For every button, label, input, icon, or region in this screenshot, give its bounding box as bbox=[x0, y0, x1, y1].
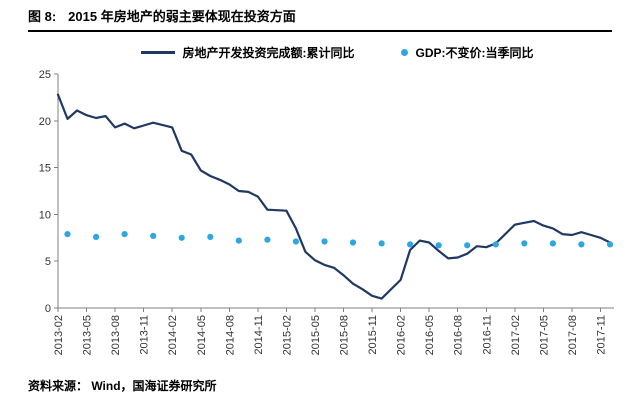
svg-text:2016-05: 2016-05 bbox=[424, 315, 436, 355]
source-note: 资料来源： Wind，国海证券研究所 bbox=[28, 379, 217, 393]
svg-text:2013-05: 2013-05 bbox=[82, 315, 94, 355]
svg-text:25: 25 bbox=[39, 69, 51, 81]
chart-area: 房地产开发投资完成额:累计同比 GDP:不变价:当季同比 0 5 10 15 20 25 2… bbox=[22, 40, 618, 375]
svg-text:2017-11: 2017-11 bbox=[596, 315, 608, 355]
svg-text:2015-11: 2015-11 bbox=[367, 315, 379, 355]
svg-text:2015-02: 2015-02 bbox=[281, 315, 293, 355]
figure-number: 图 8: bbox=[28, 9, 57, 24]
svg-text:2015-05: 2015-05 bbox=[310, 315, 322, 355]
svg-text:15: 15 bbox=[39, 163, 51, 175]
legend-item-investment: 房地产开发投资完成额:累计同比 bbox=[140, 44, 355, 61]
line-series-swatch bbox=[140, 50, 175, 54]
svg-text:20: 20 bbox=[39, 116, 51, 128]
svg-text:10: 10 bbox=[39, 209, 51, 221]
svg-text:2016-08: 2016-08 bbox=[453, 315, 465, 355]
svg-text:2013-08: 2013-08 bbox=[110, 315, 122, 355]
svg-text:5: 5 bbox=[45, 256, 51, 268]
legend-item-gdp: GDP:不变价:当季同比 bbox=[400, 44, 534, 61]
svg-text:2013-11: 2013-11 bbox=[139, 315, 151, 355]
line-series-label: 房地产开发投资完成额:累计同比 bbox=[182, 45, 355, 60]
svg-text:2017-08: 2017-08 bbox=[567, 315, 579, 355]
figure-title: 图 8: 2015 年房地产的弱主要体现在投资方面 bbox=[28, 0, 612, 32]
svg-text:2013-02: 2013-02 bbox=[53, 315, 65, 355]
chart-legend: 房地产开发投资完成额:累计同比 GDP:不变价:当季同比 bbox=[22, 40, 618, 64]
svg-text:2014-11: 2014-11 bbox=[253, 315, 265, 355]
svg-text:2016-02: 2016-02 bbox=[396, 315, 408, 355]
svg-text:0: 0 bbox=[45, 303, 51, 315]
svg-text:2014-02: 2014-02 bbox=[167, 315, 179, 355]
svg-text:2017-05: 2017-05 bbox=[538, 315, 550, 355]
dot-series-label: GDP:不变价:当季同比 bbox=[415, 45, 534, 60]
report-figure-page: 图 8: 2015 年房地产的弱主要体现在投资方面 房地产开发投资完成额:累计同比… bbox=[22, 0, 618, 393]
svg-text:2014-08: 2014-08 bbox=[224, 315, 236, 355]
figure-title-text: 2015 年房地产的弱主要体现在投资方面 bbox=[68, 9, 296, 24]
svg-text:2017-02: 2017-02 bbox=[510, 315, 522, 355]
dot-series-swatch bbox=[400, 48, 408, 56]
line-chart: 0 5 10 15 20 25 2013-02 2013-05 2013-08 2013-11 20… bbox=[39, 69, 614, 355]
svg-text:2015-08: 2015-08 bbox=[339, 315, 351, 355]
svg-text:2016-11: 2016-11 bbox=[481, 315, 493, 355]
svg-text:2014-05: 2014-05 bbox=[196, 315, 208, 355]
